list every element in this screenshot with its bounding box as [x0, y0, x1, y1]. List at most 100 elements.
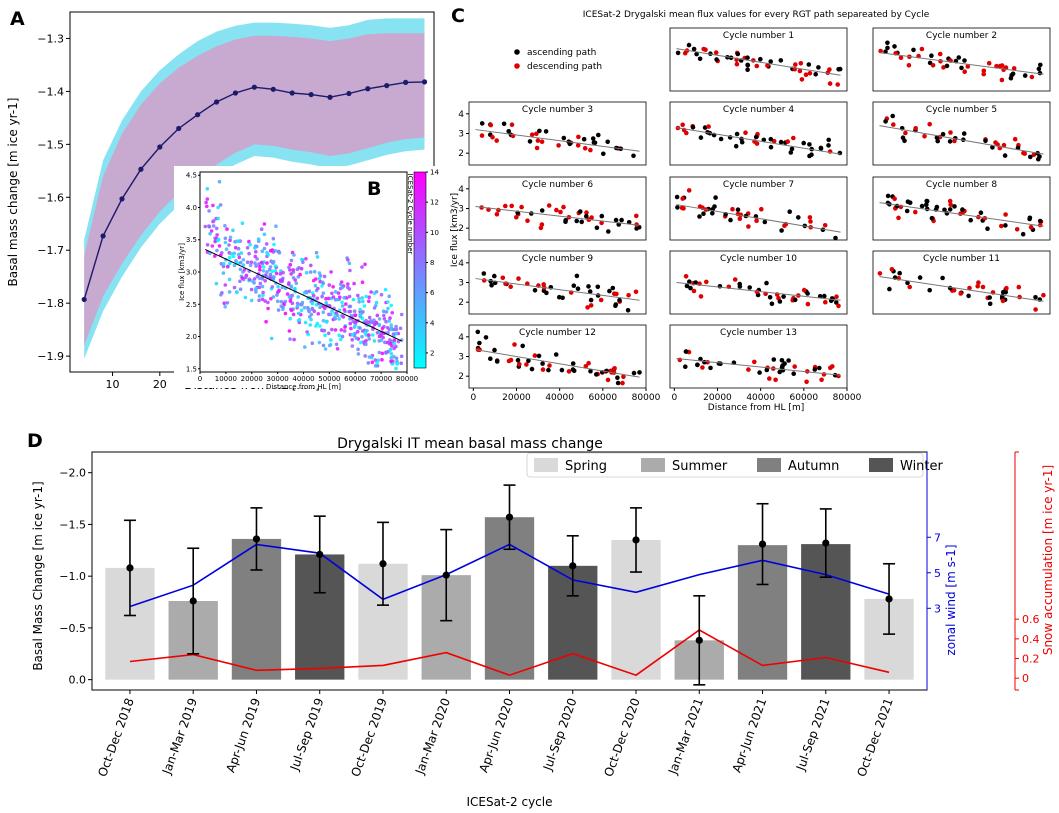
flux-point [539, 139, 545, 144]
flux-point [260, 297, 265, 302]
flux-point [561, 135, 567, 141]
flux-point [322, 274, 327, 279]
data-point [157, 144, 163, 150]
flux-point [321, 343, 326, 348]
flux-point [966, 293, 971, 299]
x-tick-label: Apr-Jun 2021 [729, 696, 769, 774]
flux-point [752, 359, 757, 365]
flux-point [363, 331, 368, 335]
flux-point [613, 302, 619, 307]
flux-point [544, 290, 549, 296]
flux-point [1041, 292, 1046, 298]
flux-point [535, 138, 541, 143]
flux-point [947, 207, 953, 212]
flux-point [698, 135, 704, 140]
flux-point [333, 290, 338, 294]
flux-point [947, 198, 953, 204]
subplot-title: Cycle number 12 [519, 328, 596, 338]
snow-tick-label: 0.2 [1022, 653, 1040, 666]
colorbar-tick-label: 6 [430, 289, 435, 297]
flux-point [349, 326, 353, 331]
flux-point [258, 281, 263, 286]
x-axis-label: Distance from HL [m] [266, 383, 341, 391]
flux-point [768, 59, 773, 64]
y-tick-label: 3 [458, 353, 464, 363]
flux-point [379, 338, 384, 343]
flux-point [519, 204, 524, 210]
x-tick-label: 60000 [790, 393, 819, 403]
flux-point [346, 258, 350, 262]
flux-point [317, 276, 322, 281]
subplot-title: Cycle number 3 [522, 105, 593, 115]
flux-point [263, 299, 267, 303]
x-tick-label: 60000 [344, 375, 366, 383]
x-tick-label: 20 [153, 378, 167, 391]
flux-point [747, 285, 752, 290]
flux-point [340, 334, 345, 339]
flux-point [753, 134, 759, 140]
flux-point [781, 294, 786, 299]
flux-point [311, 293, 316, 298]
flux-point [388, 348, 393, 352]
flux-point [240, 276, 245, 280]
flux-point [905, 199, 911, 204]
flux-point [321, 318, 326, 323]
uncertainty-band-inner [84, 33, 425, 346]
flux-point [306, 305, 310, 310]
flux-point [981, 68, 987, 74]
colorbar-tick-label: 4 [430, 319, 435, 327]
data-point [213, 99, 220, 105]
flux-point [247, 277, 252, 282]
flux-point [791, 371, 796, 377]
flux-point [975, 283, 980, 289]
subplot-cycle-10: Cycle number 10 [669, 250, 848, 315]
flux-point [341, 315, 346, 319]
flux-point [1014, 227, 1020, 232]
flux-point [342, 329, 347, 333]
flux-point [1031, 152, 1037, 157]
flux-point [241, 258, 246, 262]
flux-point [520, 343, 525, 349]
flux-point [584, 210, 589, 215]
mean-marker [252, 535, 261, 543]
flux-point [236, 246, 241, 251]
flux-point [701, 46, 706, 52]
flux-point [730, 206, 735, 212]
flux-point [293, 287, 297, 291]
flux-point [359, 340, 363, 345]
flux-point [981, 71, 986, 77]
subplot-title: Cycle number 2 [926, 31, 997, 41]
flux-point [999, 63, 1005, 68]
flux-point [922, 134, 927, 139]
flux-point [745, 62, 750, 68]
flux-point [793, 62, 798, 67]
flux-point [351, 297, 356, 302]
flux-point [398, 326, 403, 331]
flux-point [758, 56, 763, 62]
flux-point [768, 136, 774, 142]
flux-point [903, 130, 908, 136]
flux-point [280, 285, 285, 290]
subplot-cycle-1: Cycle number 1 [669, 27, 848, 92]
flux-point [275, 299, 280, 304]
y-tick-label: 1.5 [186, 365, 197, 373]
mean-marker [126, 564, 134, 572]
flux-point [777, 299, 783, 304]
flux-point [232, 285, 237, 290]
flux-point [296, 295, 301, 299]
flux-point [525, 218, 530, 223]
flux-point [394, 324, 398, 329]
flux-point [556, 143, 561, 148]
y-tick-label: 2 [458, 372, 464, 382]
inset-background [174, 166, 444, 388]
flux-point [700, 365, 705, 370]
flux-point [919, 203, 925, 209]
flux-point [335, 313, 340, 318]
flux-point [823, 299, 828, 305]
flux-point [952, 138, 957, 144]
flux-point [252, 281, 256, 285]
flux-point [314, 277, 318, 281]
flux-point [586, 360, 591, 366]
flux-point [337, 333, 342, 338]
flux-point [767, 295, 773, 300]
